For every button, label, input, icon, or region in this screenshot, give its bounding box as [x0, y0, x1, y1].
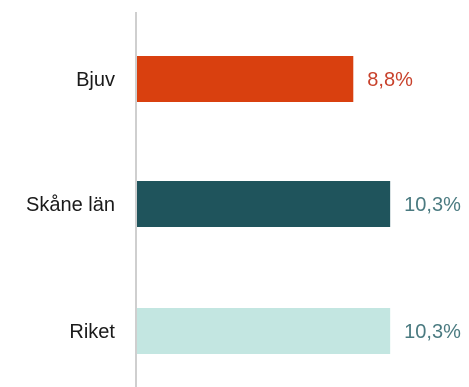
category-labels-group: Bjuv Skåne län Riket [26, 69, 115, 343]
value-label: 10,3% [404, 194, 461, 216]
bars-group [137, 56, 391, 354]
category-label: Skåne län [26, 194, 115, 216]
value-label: 10,3% [404, 321, 461, 343]
category-label: Riket [69, 321, 115, 343]
bar-2 [137, 308, 391, 354]
value-label: 8,8% [367, 69, 413, 91]
category-label: Bjuv [76, 69, 115, 91]
value-labels-group: 8,8% 10,3% 10,3% [367, 69, 461, 343]
bar-1 [137, 181, 391, 227]
bar-0 [137, 56, 354, 102]
